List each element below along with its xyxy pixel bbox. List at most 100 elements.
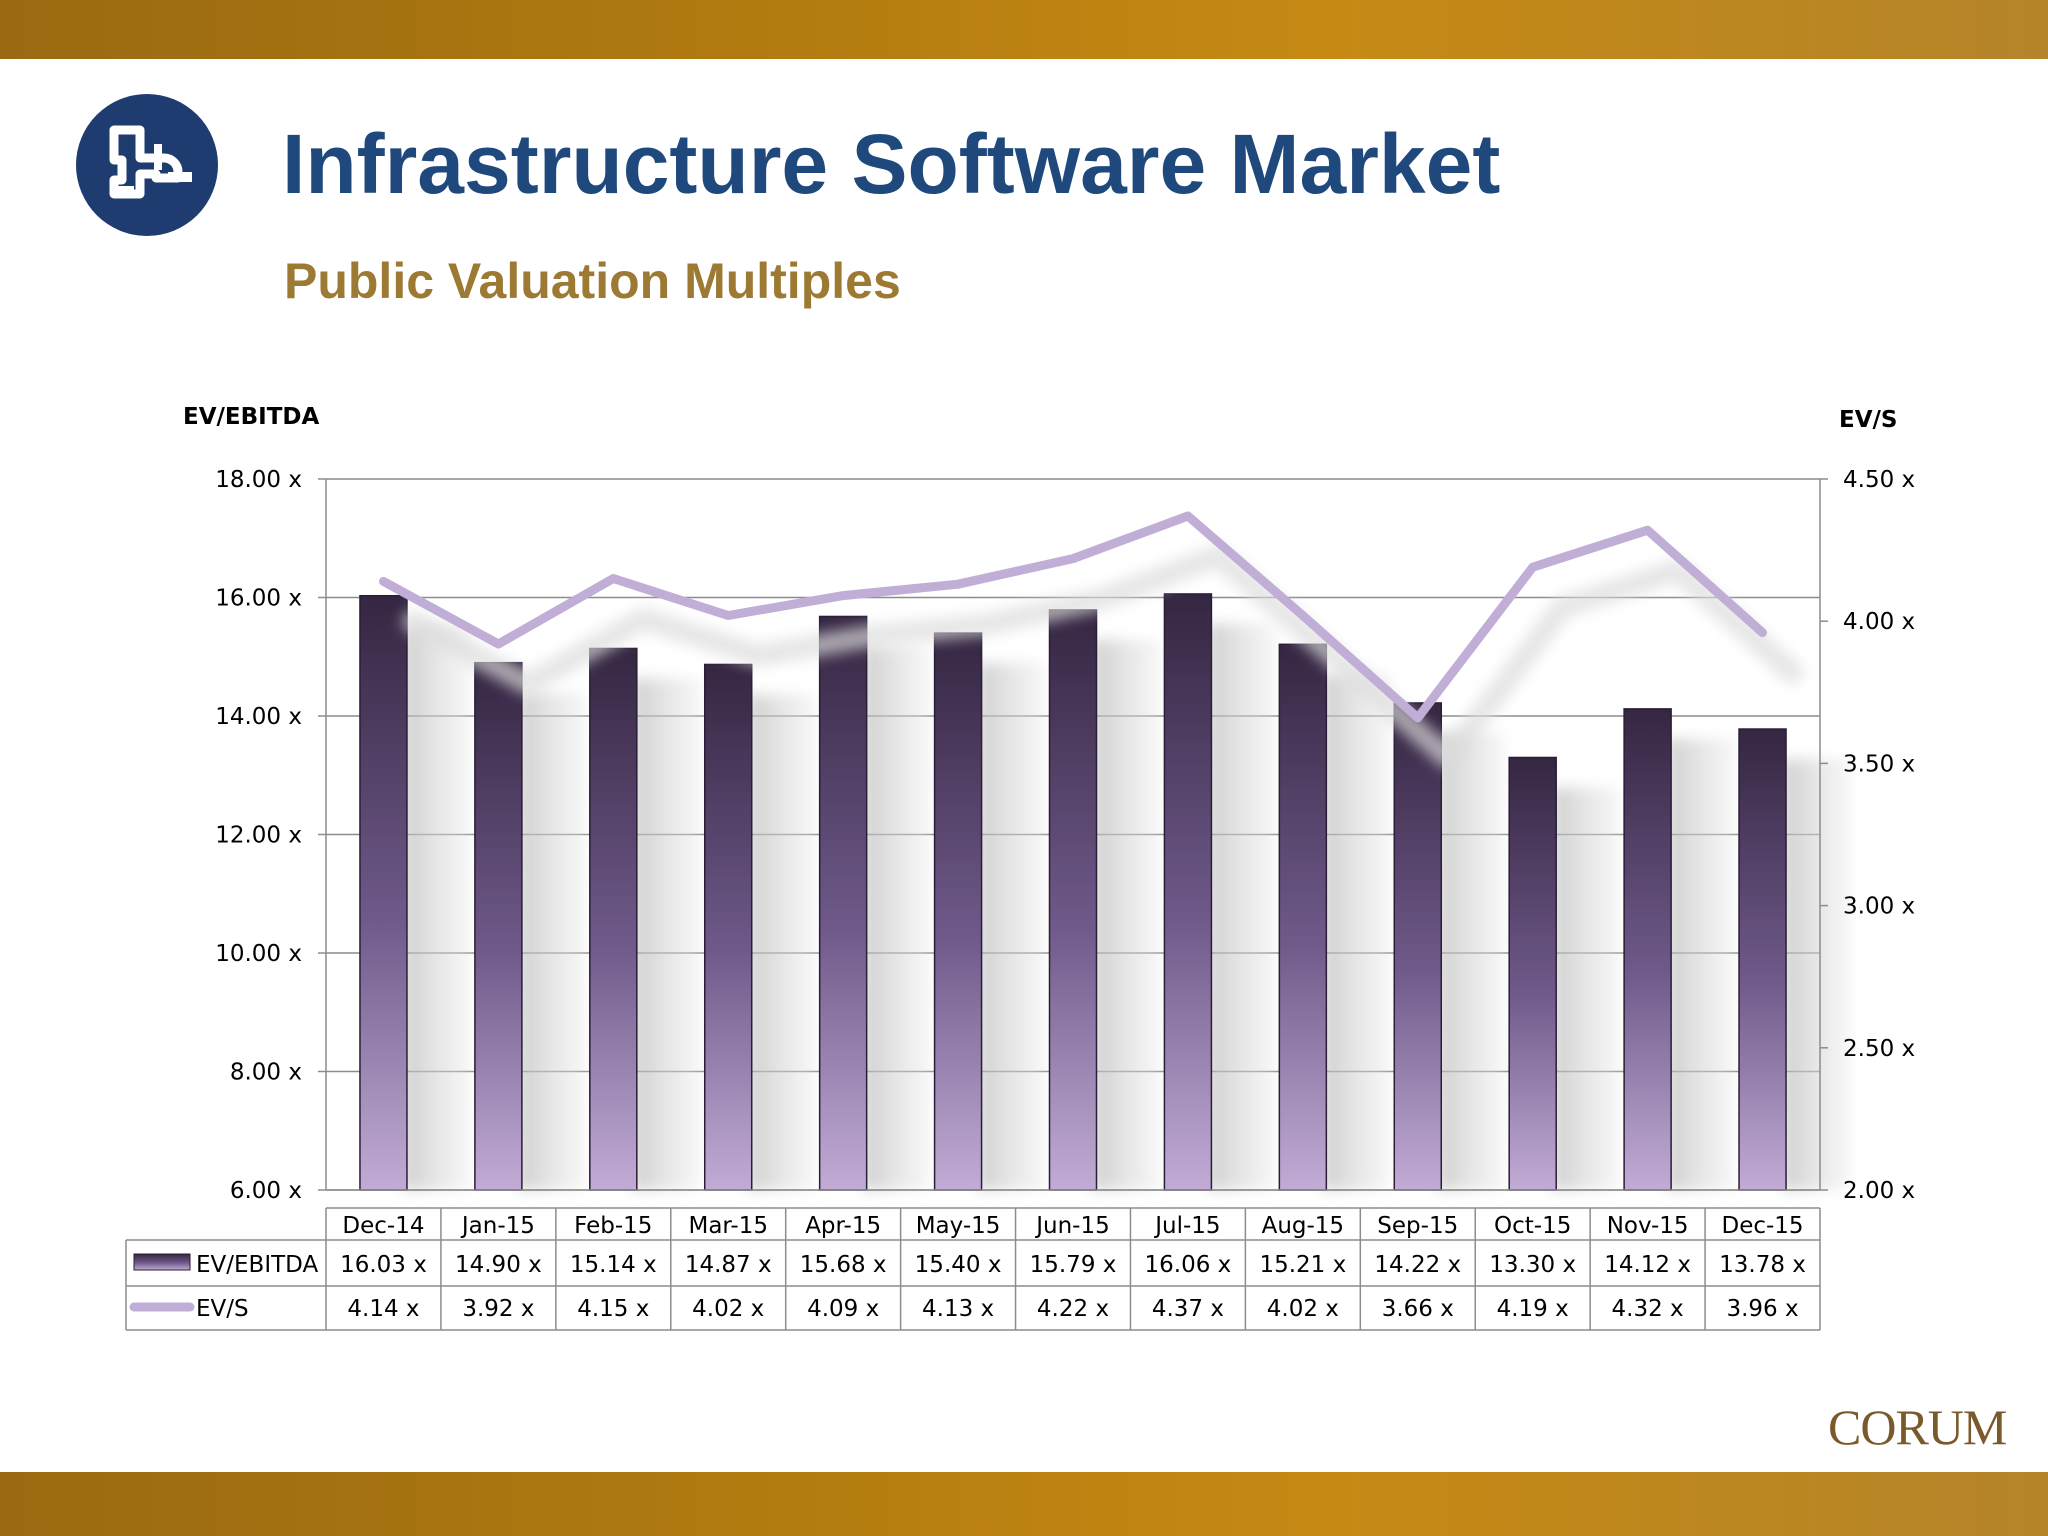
bar-ev-ebitda <box>1163 593 1213 1191</box>
bar-shadow <box>747 694 816 1190</box>
bar-shadow <box>632 678 701 1190</box>
category-label: Mar-15 <box>688 1213 768 1239</box>
data-label-ev-ebitda: 13.30 x <box>1489 1252 1576 1278</box>
left-tick-label: 10.00 x <box>215 941 302 967</box>
line-point-ev-s <box>842 594 845 597</box>
left-tick-label: 12.00 x <box>215 823 302 849</box>
line-point-ev-s <box>612 577 615 580</box>
bar-ev-ebitda <box>474 661 523 1191</box>
line-point-ev-s <box>1186 514 1189 517</box>
data-label-ev-s: 4.22 x <box>1037 1296 1109 1322</box>
bottom-band <box>0 1472 2048 1536</box>
bar-ev-ebitda <box>1393 702 1443 1191</box>
pipe-logo-icon <box>76 94 218 236</box>
bar-shadow <box>1437 732 1506 1190</box>
right-axis-title: EV/S <box>1839 407 1897 433</box>
data-label-ev-s: 3.92 x <box>462 1296 534 1322</box>
left-axis-title: EV/EBITDA <box>183 404 319 430</box>
data-label-ev-s: 4.02 x <box>692 1296 764 1322</box>
data-label-ev-s: 4.09 x <box>807 1296 879 1322</box>
bar-shadow <box>1322 674 1391 1190</box>
line-point-ev-s <box>497 642 500 645</box>
category-label: Jul-15 <box>1153 1213 1220 1239</box>
left-tick-label: 18.00 x <box>215 467 302 493</box>
data-label-ev-s: 4.15 x <box>577 1296 649 1322</box>
legend-label-ev-ebitda: EV/EBITDA <box>196 1252 318 1278</box>
legend-label-ev-s: EV/S <box>196 1296 249 1322</box>
category-label: Dec-14 <box>342 1213 424 1239</box>
bar-shadow <box>1207 623 1276 1190</box>
right-tick-label: 3.50 x <box>1843 751 1915 777</box>
line-shadow <box>402 545 1804 769</box>
right-tick-label: 4.50 x <box>1843 467 1915 493</box>
data-label-ev-s: 4.13 x <box>922 1296 994 1322</box>
line-point-ev-s <box>1646 529 1649 532</box>
data-label-ev-ebitda: 15.21 x <box>1259 1252 1346 1278</box>
line-point-ev-s <box>1761 631 1764 634</box>
category-label: Sep-15 <box>1377 1213 1458 1239</box>
data-label-ev-ebitda: 16.06 x <box>1145 1252 1232 1278</box>
category-label: Aug-15 <box>1262 1213 1344 1239</box>
data-label-ev-ebitda: 15.79 x <box>1030 1252 1117 1278</box>
page-title: Infrastructure Software Market <box>282 117 1501 211</box>
data-label-ev-ebitda: 15.14 x <box>570 1252 657 1278</box>
bar-shadow <box>1552 787 1621 1190</box>
right-tick-label: 2.00 x <box>1843 1178 1915 1204</box>
category-label: Oct-15 <box>1494 1213 1571 1239</box>
top-band <box>0 0 2048 59</box>
left-tick-label: 16.00 x <box>215 586 302 612</box>
left-tick-label: 8.00 x <box>230 1060 302 1086</box>
line-point-ev-s <box>1072 557 1074 560</box>
page-subtitle: Public Valuation Multiples <box>284 253 901 309</box>
bar-shadow <box>402 625 471 1190</box>
legend-key-ev-ebitda <box>133 1253 191 1271</box>
left-tick-label: 6.00 x <box>230 1178 302 1204</box>
line-point-ev-s <box>1531 566 1534 569</box>
left-tick-label: 14.00 x <box>215 704 302 730</box>
category-label: Dec-15 <box>1721 1213 1803 1239</box>
category-label: Nov-15 <box>1607 1213 1689 1239</box>
data-label-ev-s: 4.37 x <box>1152 1296 1224 1322</box>
line-point-ev-s <box>1301 614 1304 617</box>
bar-ev-ebitda <box>1048 609 1098 1191</box>
bar-shadow <box>862 646 931 1190</box>
category-label: May-15 <box>916 1213 1001 1239</box>
category-label: Jun-15 <box>1034 1213 1110 1239</box>
line-point-ev-s <box>1416 716 1419 719</box>
line-point-ev-s <box>957 583 960 586</box>
data-label-ev-ebitda: 15.40 x <box>915 1252 1002 1278</box>
bar-shadow <box>1092 639 1161 1190</box>
right-tick-label: 4.00 x <box>1843 609 1915 635</box>
bar-ev-ebitda <box>818 615 868 1191</box>
bar-ev-ebitda <box>1623 708 1672 1191</box>
data-label-ev-s: 4.32 x <box>1612 1296 1684 1322</box>
bar-shadow <box>977 663 1046 1190</box>
data-label-ev-ebitda: 14.90 x <box>455 1252 542 1278</box>
bar-shadow <box>1782 759 1851 1190</box>
data-label-ev-s: 3.66 x <box>1382 1296 1454 1322</box>
category-label: Apr-15 <box>805 1213 881 1239</box>
data-label-ev-s: 4.14 x <box>347 1296 419 1322</box>
line-point-ev-s <box>727 614 730 617</box>
line-point-ev-s <box>382 580 385 583</box>
category-label: Feb-15 <box>574 1213 652 1239</box>
corum-brand: CORUM <box>1828 1399 2007 1455</box>
data-label-ev-ebitda: 16.03 x <box>340 1252 427 1278</box>
bar-ev-ebitda <box>359 594 408 1191</box>
data-label-ev-s: 4.02 x <box>1267 1296 1339 1322</box>
right-tick-label: 3.00 x <box>1843 894 1915 920</box>
data-label-ev-ebitda: 14.12 x <box>1604 1252 1691 1278</box>
bar-ev-ebitda <box>703 663 753 1191</box>
bar-ev-ebitda <box>1278 643 1328 1191</box>
data-label-ev-s: 4.19 x <box>1497 1296 1569 1322</box>
right-tick-label: 2.50 x <box>1843 1036 1915 1062</box>
data-label-ev-ebitda: 15.68 x <box>800 1252 887 1278</box>
bar-shadow <box>1667 738 1736 1190</box>
data-label-ev-ebitda: 13.78 x <box>1719 1252 1806 1278</box>
data-label-ev-s: 3.96 x <box>1726 1296 1798 1322</box>
data-label-ev-ebitda: 14.22 x <box>1374 1252 1461 1278</box>
bar-ev-ebitda <box>933 632 983 1191</box>
bar-shadow <box>517 692 586 1190</box>
bar-ev-ebitda <box>1738 728 1787 1191</box>
